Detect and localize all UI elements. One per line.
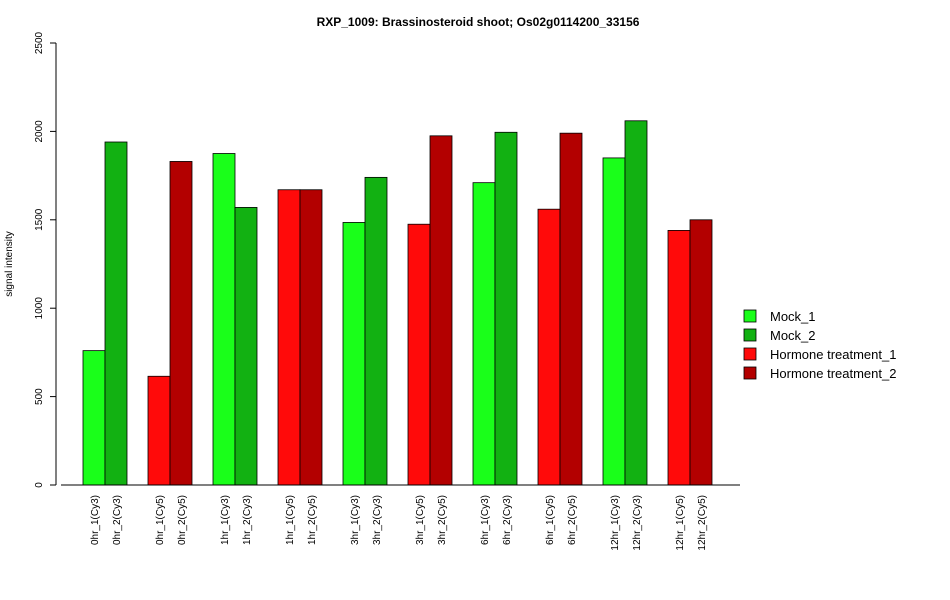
y-tick-label: 1500 bbox=[34, 208, 45, 231]
y-axis-label: signal intensity bbox=[4, 231, 15, 297]
bar-3hr_2(Cy3) bbox=[364, 176, 388, 486]
bar-0hr_1(Cy5) bbox=[147, 375, 171, 486]
y-tick-label: 2500 bbox=[34, 31, 45, 54]
x-tick-label: 12hr_1(Cy5) bbox=[675, 495, 686, 551]
x-tick-label: 6hr_2(Cy5) bbox=[567, 495, 578, 545]
bar-12hr_1(Cy3) bbox=[602, 157, 626, 486]
plot-area: 0hr_1(Cy3) 0hr_2(Cy3) 0hr_1(Cy5) 0hr_2(Cy5)… bbox=[34, 31, 740, 551]
bar-6hr_1(Cy3) bbox=[472, 182, 496, 486]
legend-swatch bbox=[743, 309, 757, 323]
x-tick-label: 6hr_2(Cy3) bbox=[502, 495, 513, 545]
bar-1hr_2(Cy5) bbox=[299, 189, 323, 486]
bar-6hr_2(Cy5) bbox=[559, 132, 583, 486]
x-tick-label: 0hr_1(Cy3) bbox=[90, 495, 101, 545]
legend-label: Mock_2 bbox=[770, 328, 816, 343]
x-tick-label: 0hr_2(Cy3) bbox=[112, 495, 123, 545]
legend-label: Hormone treatment_2 bbox=[770, 366, 896, 381]
bar-3hr_1(Cy5) bbox=[407, 223, 431, 486]
bar-1hr_2(Cy3) bbox=[234, 207, 258, 486]
legend-swatch bbox=[743, 366, 757, 380]
legend-swatch bbox=[743, 328, 757, 342]
bar-12hr_2(Cy5) bbox=[689, 219, 713, 486]
y-tick-label: 0 bbox=[34, 482, 45, 488]
x-tick-label: 12hr_2(Cy3) bbox=[632, 495, 643, 551]
bar-12hr_2(Cy3) bbox=[624, 120, 648, 486]
bar-1hr_1(Cy3) bbox=[212, 153, 236, 486]
x-tick-label: 1hr_1(Cy5) bbox=[285, 495, 296, 545]
legend-label: Hormone treatment_1 bbox=[770, 347, 896, 362]
x-tick-label: 6hr_1(Cy5) bbox=[545, 495, 556, 545]
x-tick-label: 3hr_1(Cy5) bbox=[415, 495, 426, 545]
legend-swatch bbox=[743, 347, 757, 361]
legend-label: Mock_1 bbox=[770, 309, 816, 324]
x-tick-label: 1hr_1(Cy3) bbox=[220, 495, 231, 545]
bar-6hr_1(Cy5) bbox=[537, 208, 561, 486]
y-tick-label: 1000 bbox=[34, 297, 45, 320]
x-tick-label: 1hr_2(Cy3) bbox=[242, 495, 253, 545]
chart-title: RXP_1009: Brassinosteroid shoot; Os02g01… bbox=[317, 15, 640, 29]
x-tick-label: 0hr_2(Cy5) bbox=[177, 495, 188, 545]
bar-12hr_1(Cy5) bbox=[667, 230, 691, 486]
y-tick-label: 2000 bbox=[34, 120, 45, 143]
x-tick-label: 3hr_1(Cy3) bbox=[350, 495, 361, 545]
bar-6hr_2(Cy3) bbox=[494, 131, 518, 486]
bar-3hr_1(Cy3) bbox=[342, 222, 366, 486]
x-tick-label: 0hr_1(Cy5) bbox=[155, 495, 166, 545]
x-tick-label: 12hr_2(Cy5) bbox=[697, 495, 708, 551]
bar-3hr_2(Cy5) bbox=[429, 135, 453, 486]
x-tick-label: 3hr_2(Cy5) bbox=[437, 495, 448, 545]
bar-0hr_1(Cy3) bbox=[82, 350, 106, 486]
bar-0hr_2(Cy5) bbox=[169, 161, 193, 486]
legend: Mock_1 Mock_2 Hormone treatment_1 Hormone t… bbox=[743, 309, 896, 381]
y-tick-label: 500 bbox=[34, 388, 45, 405]
x-tick-label: 12hr_1(Cy3) bbox=[610, 495, 621, 551]
x-tick-label: 6hr_1(Cy3) bbox=[480, 495, 491, 545]
bar-0hr_2(Cy3) bbox=[104, 141, 128, 486]
x-tick-label: 3hr_2(Cy3) bbox=[372, 495, 383, 545]
bar-1hr_1(Cy5) bbox=[277, 189, 301, 486]
x-tick-label: 1hr_2(Cy5) bbox=[307, 495, 318, 545]
